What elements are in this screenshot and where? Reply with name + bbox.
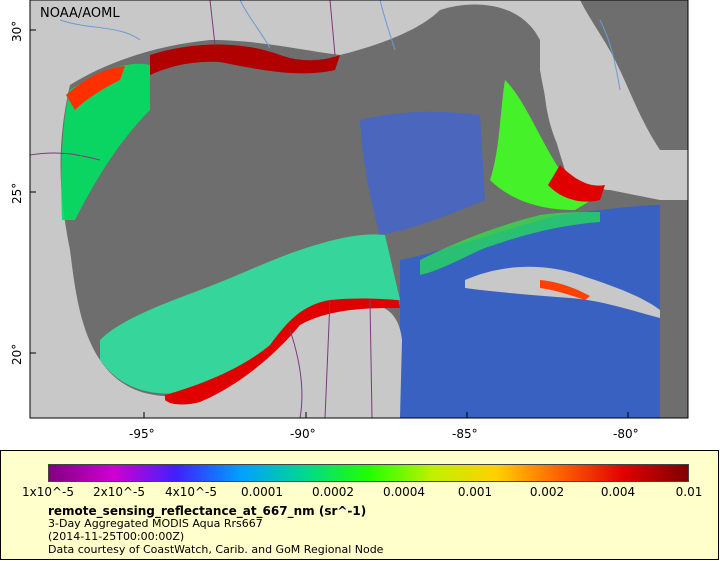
- colorbar-tick-label: 0.0001: [241, 485, 283, 499]
- legend-courtesy: Data courtesy of CoastWatch, Carib. and …: [48, 543, 384, 556]
- rivers: [59, 0, 621, 91]
- lat-tick-marks: [30, 29, 36, 354]
- lon-tick-label: -85°: [452, 427, 478, 441]
- colorbar-tick-label: 0.0002: [312, 485, 354, 499]
- map-panel: NOAA/AOML 30° 25° 20° -95° -90° -85° -80…: [10, 0, 689, 441]
- legend-date: (2014-11-25T00:00:00Z): [48, 530, 185, 543]
- colorbar-tick-label: 0.0004: [383, 485, 425, 499]
- colorbar: [48, 464, 689, 482]
- colorbar-tick-label: 0.01: [675, 485, 703, 499]
- legend-product: 3-Day Aggregated MODIS Aqua Rrs667: [48, 517, 263, 530]
- legend-panel: 1x10^-5 2x10^-5 4x10^-5 0.0001 0.0002 0.…: [0, 450, 719, 560]
- map-frame: [29, 0, 689, 419]
- reflectance-loop-current: [420, 212, 600, 275]
- reflectance-west-florida: [490, 80, 600, 210]
- colorbar-tick-label: 1x10^-5: [21, 485, 75, 499]
- reflectance-cuba-shelf: [540, 280, 590, 300]
- state-borders: [30, 0, 373, 418]
- reflectance-north-coast: [150, 44, 340, 75]
- lon-tick-label: -90°: [290, 427, 316, 441]
- lon-tick-label: -80°: [613, 427, 639, 441]
- reflectance-texas-coast: [61, 63, 150, 220]
- lat-tick-label: 20°: [10, 343, 24, 365]
- reflectance-campeche: [100, 234, 400, 394]
- reflectance-texas-red: [66, 66, 125, 110]
- lat-tick-label: 30°: [10, 20, 24, 42]
- reflectance-central-gulf: [360, 111, 485, 235]
- colorbar-tick-label: 0.002: [529, 485, 565, 499]
- colorbar-tick-label: 4x10^-5: [164, 485, 218, 499]
- lon-tick-label: -95°: [129, 427, 155, 441]
- colorbar-tick-label: 0.004: [600, 485, 636, 499]
- reflectance-campeche-red: [165, 298, 400, 405]
- legend-title: remote_sensing_reflectance_at_667_nm (sr…: [48, 504, 367, 518]
- credit-label: NOAA/AOML: [40, 6, 120, 21]
- colorbar-tick-label: 2x10^-5: [92, 485, 146, 499]
- lat-tick-label: 25°: [10, 182, 24, 204]
- map-canvas: [29, 0, 689, 419]
- yucatan-land: [290, 303, 402, 418]
- lon-tick-marks: [143, 412, 629, 418]
- caribbean-coverage: [400, 205, 660, 418]
- reflectance-florida-keys: [548, 165, 605, 202]
- colorbar-tick-label: 0.001: [457, 485, 493, 499]
- florida-land: [540, 40, 602, 192]
